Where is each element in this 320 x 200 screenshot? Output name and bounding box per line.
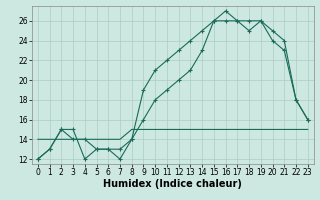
- X-axis label: Humidex (Indice chaleur): Humidex (Indice chaleur): [103, 179, 242, 189]
